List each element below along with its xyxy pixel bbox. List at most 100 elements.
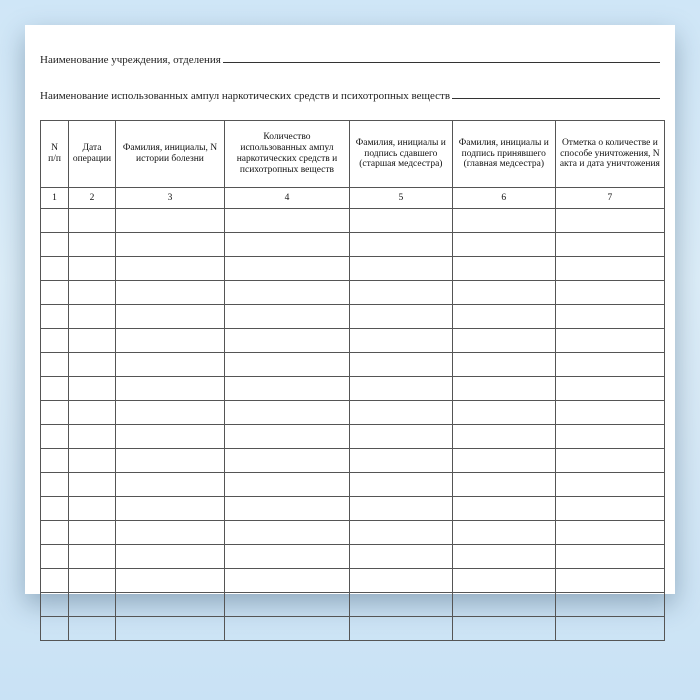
table-cell[interactable] bbox=[41, 569, 69, 593]
table-cell[interactable] bbox=[41, 305, 69, 329]
table-cell[interactable] bbox=[69, 233, 116, 257]
table-cell[interactable] bbox=[452, 257, 555, 281]
table-cell[interactable] bbox=[452, 209, 555, 233]
table-row[interactable] bbox=[41, 545, 665, 569]
table-cell[interactable] bbox=[555, 377, 664, 401]
table-cell[interactable] bbox=[555, 497, 664, 521]
table-row[interactable] bbox=[41, 401, 665, 425]
table-cell[interactable] bbox=[452, 353, 555, 377]
table-cell[interactable] bbox=[115, 329, 224, 353]
table-cell[interactable] bbox=[69, 497, 116, 521]
table-cell[interactable] bbox=[349, 233, 452, 257]
table-cell[interactable] bbox=[555, 305, 664, 329]
table-cell[interactable] bbox=[69, 353, 116, 377]
table-cell[interactable] bbox=[69, 617, 116, 641]
table-cell[interactable] bbox=[41, 545, 69, 569]
table-cell[interactable] bbox=[115, 281, 224, 305]
table-cell[interactable] bbox=[349, 281, 452, 305]
table-cell[interactable] bbox=[349, 593, 452, 617]
table-row[interactable] bbox=[41, 257, 665, 281]
table-row[interactable] bbox=[41, 497, 665, 521]
table-cell[interactable] bbox=[69, 473, 116, 497]
table-cell[interactable] bbox=[349, 401, 452, 425]
table-cell[interactable] bbox=[225, 569, 350, 593]
table-cell[interactable] bbox=[115, 377, 224, 401]
table-cell[interactable] bbox=[41, 281, 69, 305]
table-cell[interactable] bbox=[115, 401, 224, 425]
table-cell[interactable] bbox=[41, 617, 69, 641]
table-cell[interactable] bbox=[452, 593, 555, 617]
table-cell[interactable] bbox=[225, 593, 350, 617]
table-cell[interactable] bbox=[349, 569, 452, 593]
table-cell[interactable] bbox=[452, 545, 555, 569]
table-row[interactable] bbox=[41, 425, 665, 449]
table-cell[interactable] bbox=[225, 353, 350, 377]
table-cell[interactable] bbox=[115, 593, 224, 617]
table-cell[interactable] bbox=[452, 473, 555, 497]
table-cell[interactable] bbox=[41, 257, 69, 281]
table-cell[interactable] bbox=[41, 473, 69, 497]
table-row[interactable] bbox=[41, 593, 665, 617]
table-cell[interactable] bbox=[349, 617, 452, 641]
table-row[interactable] bbox=[41, 329, 665, 353]
table-cell[interactable] bbox=[41, 425, 69, 449]
table-cell[interactable] bbox=[225, 329, 350, 353]
table-cell[interactable] bbox=[555, 401, 664, 425]
table-cell[interactable] bbox=[555, 257, 664, 281]
table-cell[interactable] bbox=[452, 497, 555, 521]
table-cell[interactable] bbox=[452, 425, 555, 449]
table-cell[interactable] bbox=[555, 209, 664, 233]
table-cell[interactable] bbox=[115, 569, 224, 593]
table-cell[interactable] bbox=[69, 593, 116, 617]
table-row[interactable] bbox=[41, 305, 665, 329]
table-cell[interactable] bbox=[555, 593, 664, 617]
table-cell[interactable] bbox=[452, 569, 555, 593]
table-cell[interactable] bbox=[349, 545, 452, 569]
table-cell[interactable] bbox=[555, 545, 664, 569]
table-cell[interactable] bbox=[452, 377, 555, 401]
table-cell[interactable] bbox=[115, 473, 224, 497]
table-row[interactable] bbox=[41, 281, 665, 305]
table-cell[interactable] bbox=[69, 401, 116, 425]
table-cell[interactable] bbox=[41, 497, 69, 521]
table-cell[interactable] bbox=[349, 209, 452, 233]
table-row[interactable] bbox=[41, 521, 665, 545]
table-cell[interactable] bbox=[225, 257, 350, 281]
table-cell[interactable] bbox=[452, 281, 555, 305]
table-cell[interactable] bbox=[225, 425, 350, 449]
table-cell[interactable] bbox=[225, 305, 350, 329]
table-cell[interactable] bbox=[452, 233, 555, 257]
table-cell[interactable] bbox=[555, 353, 664, 377]
table-cell[interactable] bbox=[41, 353, 69, 377]
table-cell[interactable] bbox=[225, 617, 350, 641]
table-cell[interactable] bbox=[115, 425, 224, 449]
table-row[interactable] bbox=[41, 377, 665, 401]
table-row[interactable] bbox=[41, 233, 665, 257]
table-row[interactable] bbox=[41, 617, 665, 641]
table-cell[interactable] bbox=[225, 281, 350, 305]
table-cell[interactable] bbox=[452, 449, 555, 473]
table-cell[interactable] bbox=[115, 305, 224, 329]
institution-input-line[interactable] bbox=[223, 50, 660, 63]
table-cell[interactable] bbox=[452, 521, 555, 545]
table-cell[interactable] bbox=[555, 569, 664, 593]
table-row[interactable] bbox=[41, 569, 665, 593]
table-cell[interactable] bbox=[555, 521, 664, 545]
table-cell[interactable] bbox=[41, 377, 69, 401]
table-cell[interactable] bbox=[225, 377, 350, 401]
table-cell[interactable] bbox=[452, 401, 555, 425]
table-cell[interactable] bbox=[41, 593, 69, 617]
table-body[interactable] bbox=[41, 209, 665, 641]
table-cell[interactable] bbox=[555, 473, 664, 497]
table-cell[interactable] bbox=[69, 425, 116, 449]
table-cell[interactable] bbox=[69, 257, 116, 281]
table-cell[interactable] bbox=[452, 305, 555, 329]
table-cell[interactable] bbox=[452, 329, 555, 353]
table-cell[interactable] bbox=[69, 305, 116, 329]
table-cell[interactable] bbox=[555, 425, 664, 449]
table-cell[interactable] bbox=[115, 209, 224, 233]
table-cell[interactable] bbox=[349, 305, 452, 329]
table-cell[interactable] bbox=[225, 449, 350, 473]
table-cell[interactable] bbox=[115, 449, 224, 473]
table-cell[interactable] bbox=[225, 473, 350, 497]
